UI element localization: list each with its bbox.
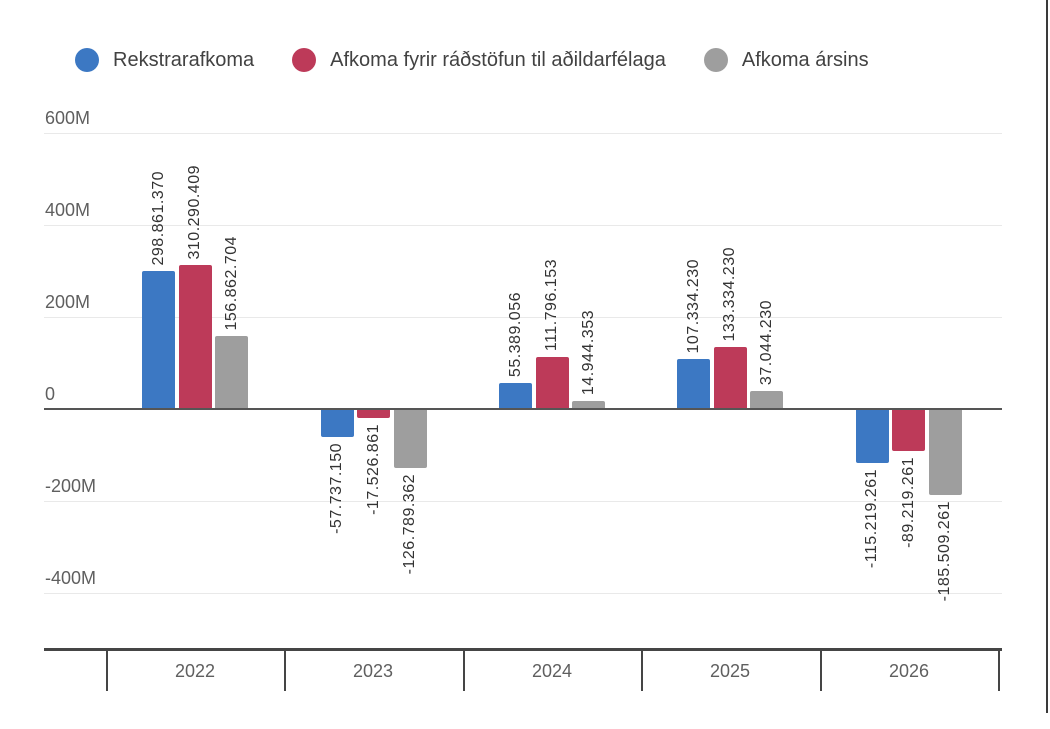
- legend-item-0: Rekstrarafkoma: [75, 48, 254, 72]
- y-axis-tick-label: -200M: [45, 476, 97, 496]
- bar-value-label-box: -115.219.261: [862, 469, 882, 568]
- bar-value-label: 107.334.230: [685, 258, 702, 353]
- x-axis-separator: [463, 648, 465, 691]
- bar-value-label: -17.526.861: [365, 424, 382, 515]
- legend-item-label: Afkoma fyrir ráðstöfun til aðildarfélaga: [330, 48, 666, 71]
- legend-item-1: Afkoma fyrir ráðstöfun til aðildarfélaga: [292, 48, 666, 72]
- x-axis-category-label: 2026: [888, 661, 930, 681]
- bar-value-label: 37.044.230: [758, 299, 775, 385]
- bar-value-label: 156.862.704: [223, 235, 240, 330]
- bar-value-label: 298.861.370: [150, 170, 167, 265]
- bar-value-label-box: 55.389.056: [506, 292, 526, 377]
- legend-item-2: Afkoma ársins: [703, 48, 869, 72]
- y-axis-tick-label: 400M: [45, 200, 91, 220]
- bar-value-label: 111.796.153: [543, 258, 560, 351]
- x-axis-separator: [820, 648, 822, 691]
- bar: [929, 410, 962, 495]
- bar-value-label-box: -89.219.261: [899, 457, 919, 548]
- legend-circle-icon: [292, 48, 317, 72]
- bar-value-label-box: 111.796.153: [542, 259, 562, 351]
- bar: [677, 359, 710, 408]
- bar-value-label-box: 310.290.409: [185, 165, 205, 259]
- bar-value-label-box: -57.737.150: [327, 443, 347, 534]
- bar: [750, 391, 783, 408]
- bar-value-label: 55.389.056: [507, 291, 524, 377]
- bar: [499, 383, 532, 408]
- bar-value-label-box: 37.044.230: [757, 300, 777, 385]
- page-right-border: [1046, 0, 1048, 713]
- bar: [179, 265, 212, 408]
- bar-value-label: -57.737.150: [328, 443, 345, 534]
- gridline: [44, 225, 1002, 226]
- y-axis-tick-label: 0: [45, 384, 56, 404]
- bar-value-label: -126.789.362: [401, 474, 418, 575]
- x-axis-separator: [284, 648, 286, 691]
- bar: [572, 401, 605, 408]
- bar: [142, 271, 175, 408]
- bar-value-label: -115.219.261: [863, 469, 880, 569]
- x-axis-category-label: 2022: [174, 661, 216, 681]
- gridline: [44, 593, 1002, 594]
- chart-legend: Rekstrarafkoma Afkoma fyrir ráðstöfun til…: [75, 48, 869, 72]
- bar-value-label-box: -17.526.861: [364, 424, 384, 515]
- y-axis-tick-label: -400M: [45, 568, 97, 588]
- bar: [892, 410, 925, 451]
- x-axis-category-label: 2024: [531, 661, 573, 681]
- bar-value-label-box: 298.861.370: [149, 171, 169, 265]
- bar-value-label-box: 156.862.704: [222, 236, 242, 330]
- x-axis-category-label: 2023: [352, 661, 394, 681]
- gridline: [44, 133, 1002, 134]
- bar: [536, 357, 569, 408]
- bar: [215, 336, 248, 408]
- legend-item-label: Afkoma ársins: [741, 48, 869, 71]
- bar-value-label-box: -126.789.362: [400, 474, 420, 574]
- bar-value-label-box: -185.509.261: [935, 501, 955, 601]
- bar-value-label-box: 107.334.230: [684, 259, 704, 353]
- y-axis-tick-label: 200M: [45, 292, 91, 312]
- bar-value-label-box: 14.944.353: [579, 310, 599, 395]
- bar: [714, 347, 747, 408]
- legend-circle-icon: [703, 48, 728, 72]
- bar-value-label: -89.219.261: [900, 457, 917, 548]
- bar-value-label: 14.944.353: [580, 309, 597, 395]
- x-axis-separator: [641, 648, 643, 691]
- bar-value-label: 133.334.230: [721, 246, 738, 341]
- bar-value-label: 310.290.409: [186, 164, 203, 259]
- legend-circle-icon: [75, 48, 99, 72]
- gridline: [44, 317, 1002, 318]
- x-axis-line: [44, 648, 1002, 651]
- bar: [856, 410, 889, 463]
- x-axis-separator: [998, 648, 1000, 691]
- y-axis-tick-label: 600M: [45, 108, 91, 128]
- x-axis-separator: [106, 648, 108, 691]
- zero-axis-line: [44, 408, 1002, 410]
- bar: [321, 410, 354, 437]
- bar-value-label: -185.509.261: [936, 501, 953, 602]
- bar: [394, 410, 427, 468]
- x-axis-category-label: 2025: [709, 661, 751, 681]
- bar-value-label-box: 133.334.230: [720, 247, 740, 341]
- gridline: [44, 501, 1002, 502]
- legend-item-label: Rekstrarafkoma: [113, 48, 255, 71]
- bar: [357, 410, 390, 418]
